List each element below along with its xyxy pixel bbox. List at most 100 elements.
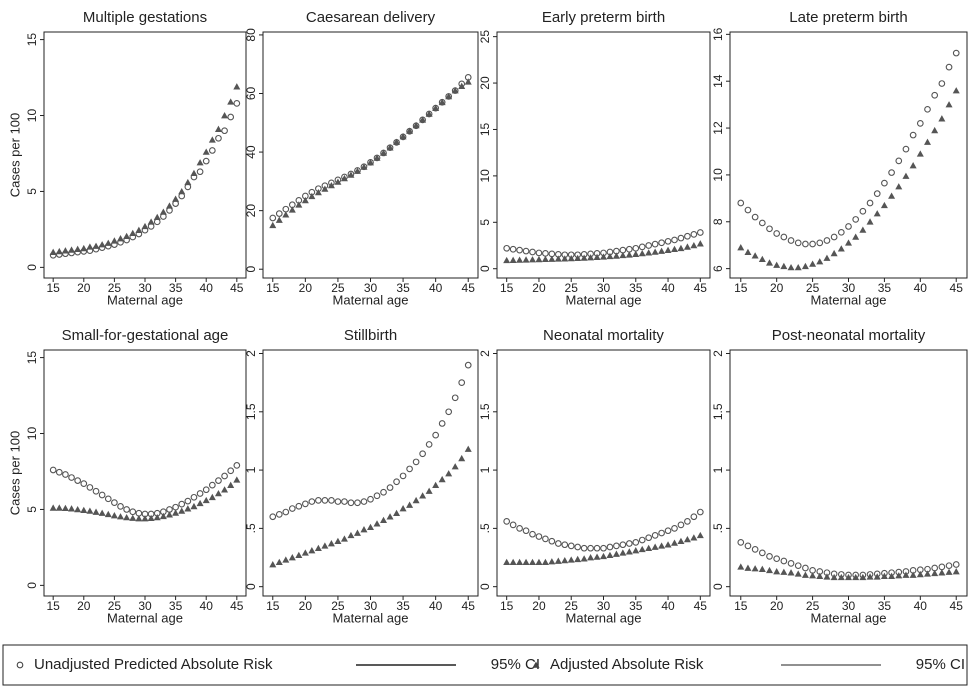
point-adjusted xyxy=(619,549,627,556)
x-tick-label: 25 xyxy=(806,599,820,613)
point-unadjusted xyxy=(190,493,198,501)
point-adjusted xyxy=(282,556,290,563)
point-adjusted xyxy=(165,202,173,209)
panel-title: Late preterm birth xyxy=(789,9,907,26)
point-adjusted xyxy=(516,558,524,565)
x-tick-label: 45 xyxy=(462,599,476,613)
point-unadjusted xyxy=(809,240,816,248)
x-tick-label: 15 xyxy=(734,599,748,613)
point-unadjusted xyxy=(931,91,939,99)
point-unadjusted xyxy=(509,245,517,253)
point-adjusted xyxy=(178,187,186,195)
point-adjusted xyxy=(399,505,407,512)
point-unadjusted xyxy=(866,199,874,207)
point-unadjusted xyxy=(593,544,601,552)
point-unadjusted xyxy=(98,491,106,499)
point-adjusted xyxy=(924,570,931,577)
point-adjusted xyxy=(367,159,374,166)
point-adjusted xyxy=(233,476,241,483)
y-tick-label: 20 xyxy=(244,204,258,218)
point-unadjusted xyxy=(445,408,453,416)
point-unadjusted xyxy=(613,542,620,550)
point-adjusted xyxy=(924,138,931,145)
x-tick-label: 15 xyxy=(47,599,61,613)
point-adjusted xyxy=(117,235,125,242)
panel-title: Neonatal mortality xyxy=(543,327,664,344)
point-adjusted xyxy=(301,196,309,204)
point-unadjusted xyxy=(802,564,809,572)
point-unadjusted xyxy=(360,498,368,505)
x-tick-label: 40 xyxy=(914,599,928,613)
panel-title: Post-neonatal mortality xyxy=(772,327,926,344)
point-unadjusted xyxy=(580,544,588,552)
point-unadjusted xyxy=(619,541,627,549)
point-adjusted xyxy=(801,571,809,578)
point-adjusted xyxy=(902,571,910,578)
point-adjusted xyxy=(852,573,860,581)
point-adjusted xyxy=(86,243,94,250)
point-adjusted xyxy=(895,572,903,579)
point-unadjusted xyxy=(406,465,413,473)
point-unadjusted xyxy=(123,506,130,513)
point-adjusted xyxy=(744,248,752,256)
point-unadjusted xyxy=(916,120,924,127)
point-unadjusted xyxy=(49,466,57,474)
point-adjusted xyxy=(340,174,348,182)
point-adjusted xyxy=(147,218,155,225)
point-adjusted xyxy=(295,551,303,558)
point-adjusted xyxy=(567,255,575,262)
point-unadjusted xyxy=(561,541,569,549)
point-adjusted xyxy=(677,537,685,545)
x-tick-label: 30 xyxy=(138,281,152,295)
point-adjusted xyxy=(196,499,204,507)
point-adjusted xyxy=(529,558,536,565)
x-tick-label: 30 xyxy=(842,599,856,613)
point-unadjusted xyxy=(425,441,433,448)
point-adjusted xyxy=(529,256,536,263)
point-adjusted xyxy=(535,255,543,263)
x-tick-label: 15 xyxy=(734,281,748,295)
point-adjusted xyxy=(367,523,374,531)
point-adjusted xyxy=(110,512,118,519)
point-adjusted xyxy=(909,162,917,169)
point-adjusted xyxy=(503,256,511,264)
point-unadjusted xyxy=(671,525,678,532)
point-adjusted xyxy=(664,246,672,253)
point-unadjusted xyxy=(451,394,459,402)
point-adjusted xyxy=(98,241,106,248)
point-unadjusted xyxy=(645,242,653,249)
point-adjusted xyxy=(632,250,640,257)
point-adjusted xyxy=(593,553,601,560)
point-unadjusted xyxy=(334,498,342,505)
point-adjusted xyxy=(190,502,198,510)
panel-title: Stillbirth xyxy=(344,327,397,344)
point-unadjusted xyxy=(677,234,685,242)
y-tick-label: 15 xyxy=(25,33,39,47)
point-adjusted xyxy=(938,115,946,122)
point-adjusted xyxy=(104,510,112,518)
point-adjusted xyxy=(98,509,106,516)
point-unadjusted xyxy=(625,540,633,547)
point-adjusted xyxy=(288,554,296,561)
x-tick-label: 15 xyxy=(266,281,280,295)
point-unadjusted xyxy=(412,458,420,466)
point-adjusted xyxy=(612,252,620,259)
point-adjusted xyxy=(464,445,472,452)
x-tick-label: 20 xyxy=(770,281,784,295)
point-adjusted xyxy=(931,569,939,577)
point-unadjusted xyxy=(529,530,536,538)
point-unadjusted xyxy=(269,214,277,222)
point-unadjusted xyxy=(677,521,685,529)
point-adjusted xyxy=(360,526,368,533)
point-unadjusted xyxy=(196,168,204,176)
x-tick-label: 40 xyxy=(661,281,675,295)
point-unadjusted xyxy=(503,244,511,252)
point-adjusted xyxy=(773,261,781,268)
point-unadjusted xyxy=(645,534,653,542)
point-adjusted xyxy=(758,565,766,572)
x-tick-label: 45 xyxy=(950,599,964,613)
point-unadjusted xyxy=(522,247,530,255)
y-tick-label: 10 xyxy=(25,109,39,123)
point-unadjusted xyxy=(902,145,910,153)
y-axis-label: Cases per 100 xyxy=(7,113,22,198)
